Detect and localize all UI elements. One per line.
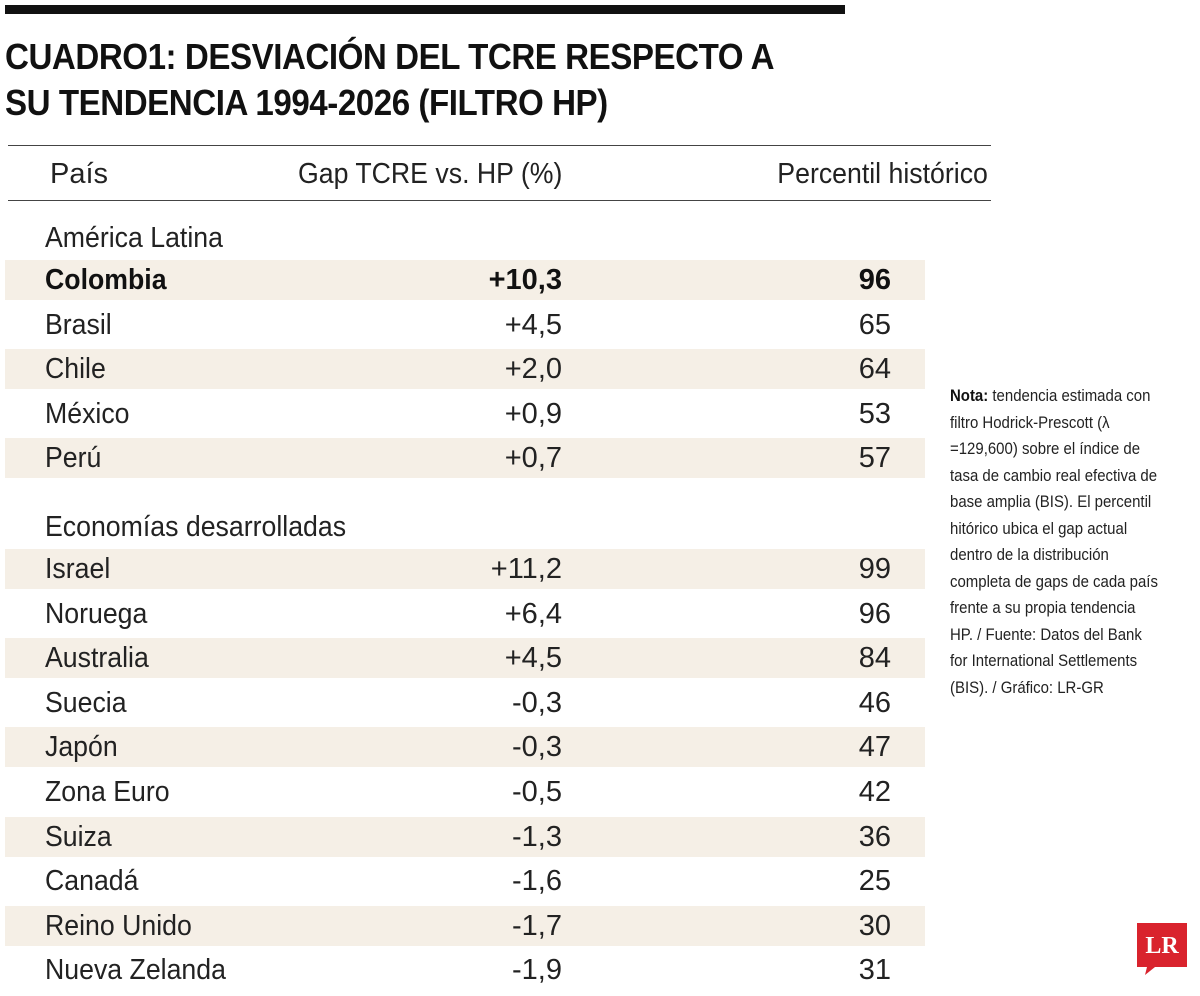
country-cell: Suiza bbox=[45, 820, 112, 853]
gap-cell: -1,6 bbox=[512, 865, 562, 898]
table-row: México +0,9 53 bbox=[5, 394, 925, 434]
gap-cell: +2,0 bbox=[504, 353, 562, 386]
percentile-cell: 84 bbox=[858, 642, 891, 675]
gap-cell: +0,9 bbox=[504, 397, 562, 430]
gap-cell: -1,3 bbox=[512, 820, 562, 853]
percentile-cell: 42 bbox=[858, 776, 891, 808]
gap-cell: +6,4 bbox=[504, 597, 562, 630]
percentile-cell: 25 bbox=[858, 865, 891, 898]
country-cell: Japón bbox=[45, 731, 118, 764]
country-cell: Zona Euro bbox=[45, 776, 170, 808]
country-cell: Perú bbox=[45, 442, 102, 475]
table-row: Colombia +10,3 96 bbox=[5, 260, 925, 300]
percentile-cell: 47 bbox=[858, 731, 891, 764]
header-top-rule bbox=[8, 145, 991, 146]
gap-cell: -1,9 bbox=[512, 954, 562, 987]
header-bottom-rule bbox=[8, 200, 991, 201]
country-cell: Canadá bbox=[45, 865, 139, 898]
gap-cell: -1,7 bbox=[512, 909, 562, 942]
country-cell: Suecia bbox=[45, 686, 127, 719]
country-cell: Australia bbox=[45, 642, 149, 675]
country-cell: México bbox=[45, 397, 130, 430]
gap-cell: +11,2 bbox=[490, 553, 562, 585]
lr-logo-badge bbox=[1137, 923, 1187, 975]
country-cell: Nueva Zelanda bbox=[45, 954, 226, 987]
table-row: Australia +4,5 84 bbox=[5, 638, 925, 679]
lr-logo: LR bbox=[1137, 923, 1187, 975]
table-row: Suiza -1,3 36 bbox=[5, 816, 925, 857]
percentile-cell: 31 bbox=[858, 954, 891, 987]
table-row: Brasil +4,5 65 bbox=[5, 305, 925, 345]
country-cell: Noruega bbox=[45, 597, 148, 630]
gap-cell: +10,3 bbox=[488, 264, 562, 296]
table-row: Nueva Zelanda -1,9 31 bbox=[5, 950, 925, 990]
percentile-cell: 53 bbox=[858, 397, 891, 430]
percentile-cell: 57 bbox=[858, 442, 891, 475]
table-row: Suecia -0,3 46 bbox=[5, 683, 925, 723]
percentile-cell: 96 bbox=[858, 597, 891, 630]
group-label: América Latina bbox=[45, 222, 223, 254]
table-row: Reino Unido -1,7 30 bbox=[5, 905, 925, 946]
top-bar bbox=[5, 5, 845, 14]
percentile-cell: 64 bbox=[858, 353, 891, 386]
lr-logo-text: LR bbox=[1145, 933, 1179, 959]
gap-cell: +4,5 bbox=[504, 308, 562, 341]
column-header-gap: Gap TCRE vs. HP (%) bbox=[297, 158, 562, 190]
table-row: Perú +0,7 57 bbox=[5, 438, 925, 479]
country-cell: Israel bbox=[45, 553, 111, 585]
gap-cell: -0,5 bbox=[512, 776, 562, 808]
percentile-cell: 99 bbox=[858, 553, 891, 585]
column-header-percentile: Percentil histórico bbox=[777, 158, 988, 190]
table-row: Japón -0,3 47 bbox=[5, 727, 925, 768]
table-row: Zona Euro -0,5 42 bbox=[5, 772, 925, 812]
note-block: Nota: tendencia estimada con filtro Hodr… bbox=[950, 383, 1161, 701]
percentile-cell: 36 bbox=[858, 820, 891, 853]
country-cell: Colombia bbox=[45, 264, 167, 296]
chart-title: CUADRO1: DESVIACIÓN DEL TCRE RESPECTO A … bbox=[5, 36, 773, 123]
column-header-country: País bbox=[50, 158, 109, 190]
percentile-cell: 46 bbox=[858, 686, 891, 719]
gap-cell: +4,5 bbox=[504, 642, 562, 675]
percentile-cell: 30 bbox=[858, 909, 891, 942]
note-text: tendencia estimada con filtro Hodrick-Pr… bbox=[950, 386, 1158, 697]
country-cell: Chile bbox=[45, 353, 106, 386]
percentile-cell: 96 bbox=[858, 264, 891, 296]
table-row: Chile +2,0 64 bbox=[5, 349, 925, 390]
table-row: Israel +11,2 99 bbox=[5, 549, 925, 589]
group-label: Economías desarrolladas bbox=[45, 511, 347, 543]
table-row: Noruega +6,4 96 bbox=[5, 594, 925, 634]
gap-cell: -0,3 bbox=[512, 686, 562, 719]
country-cell: Reino Unido bbox=[45, 909, 192, 942]
table-row: Canadá -1,6 25 bbox=[5, 861, 925, 901]
gap-cell: -0,3 bbox=[512, 731, 562, 764]
gap-cell: +0,7 bbox=[504, 442, 562, 475]
note-label: Nota: bbox=[950, 386, 989, 405]
country-cell: Brasil bbox=[45, 308, 112, 341]
percentile-cell: 65 bbox=[858, 308, 891, 341]
